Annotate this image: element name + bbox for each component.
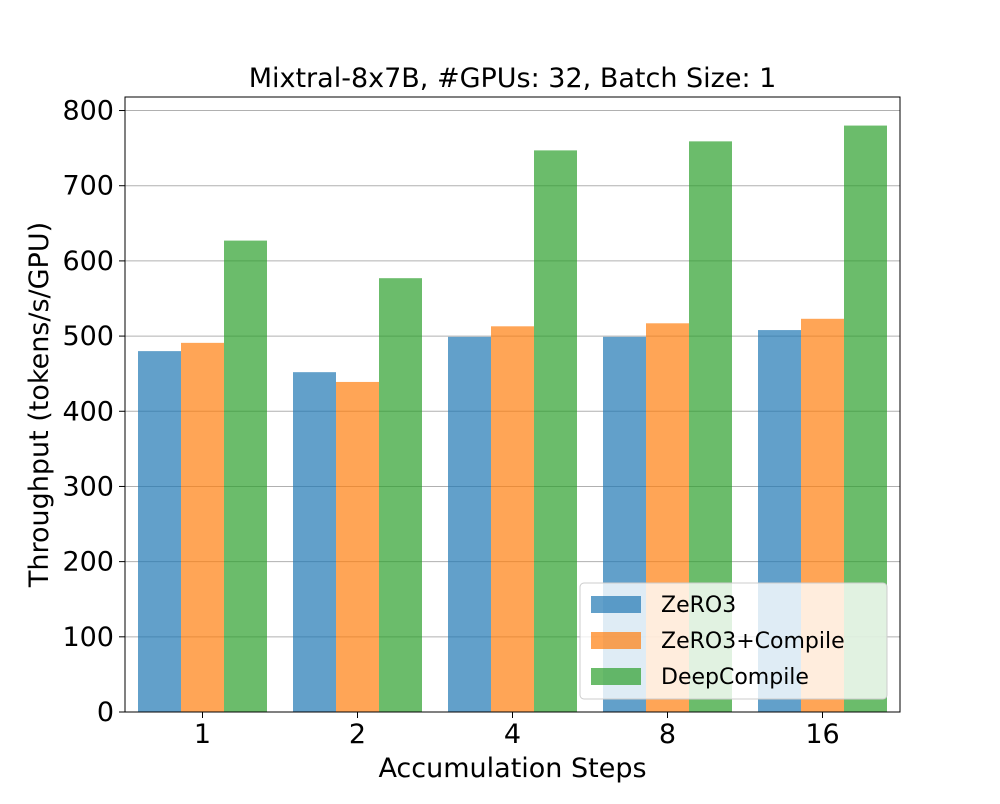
bar-zero3-compile-2	[336, 381, 379, 712]
legend: ZeRO3 ZeRO3+Compile DeepCompile	[579, 582, 888, 700]
y-tick-label: 0	[97, 697, 114, 728]
x-tick-label: 8	[659, 719, 676, 750]
bar-zero3-compile-1	[181, 342, 224, 712]
y-tick-label: 500	[62, 321, 114, 352]
y-axis-label: Throughput (tokens/s/GPU)	[24, 222, 55, 588]
y-tick-label: 600	[62, 246, 114, 277]
y-tick-label: 200	[62, 547, 114, 578]
y-tick-label: 400	[62, 396, 114, 427]
legend-label-deepcompile: DeepCompile	[661, 665, 809, 690]
bar-deepcompile-4	[534, 150, 577, 712]
bar-zero3-compile-4	[491, 326, 534, 712]
legend-box	[579, 582, 888, 700]
legend-swatch-zero3-compile	[591, 632, 641, 649]
ticks-layer: 0 100 200 300 400 500 600 700 800 1 2 4 8 16	[62, 96, 839, 750]
bar-zero3-4	[448, 336, 491, 712]
bar-zero3-1	[138, 351, 181, 712]
legend-swatch-zero3	[591, 596, 641, 613]
legend-swatch-deepcompile	[591, 668, 641, 685]
y-tick-label: 300	[62, 471, 114, 502]
chart-title: Mixtral-8x7B, #GPUs: 32, Batch Size: 1	[249, 63, 777, 94]
x-tick-label: 1	[194, 719, 211, 750]
bar-zero3-2	[293, 372, 336, 712]
y-tick-label: 100	[62, 622, 114, 653]
y-tick-label: 800	[62, 96, 114, 127]
y-tick-label: 700	[62, 171, 114, 202]
x-tick-label: 2	[349, 719, 366, 750]
x-tick-label: 16	[805, 719, 839, 750]
bar-deepcompile-1	[224, 240, 267, 712]
legend-label-zero3: ZeRO3	[661, 593, 736, 618]
legend-label-zero3-compile: ZeRO3+Compile	[661, 629, 845, 654]
x-tick-label: 4	[504, 719, 521, 750]
bar-deepcompile-2	[379, 278, 422, 712]
x-axis-label: Accumulation Steps	[378, 753, 646, 784]
